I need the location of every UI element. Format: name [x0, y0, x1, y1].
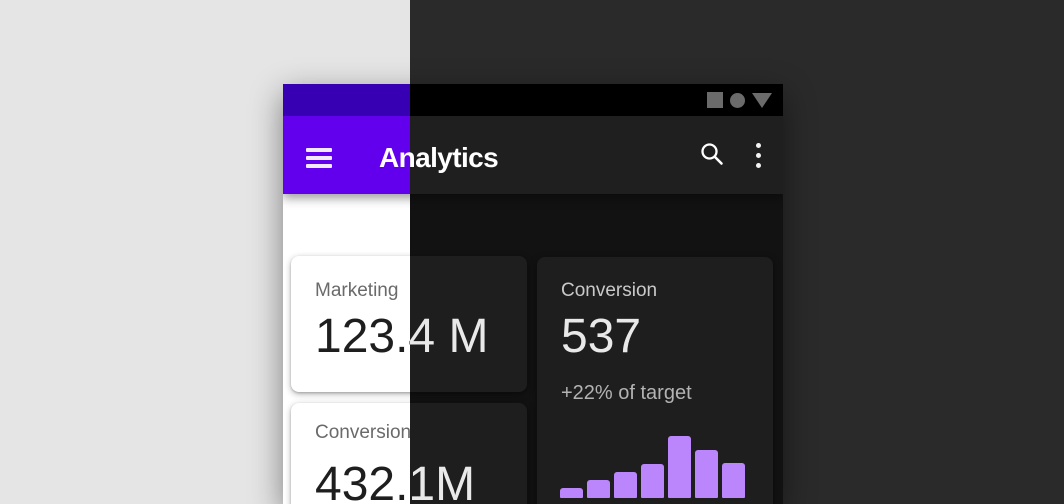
overflow-menu-icon[interactable]: [756, 142, 761, 168]
card-value: 123.4 M: [410, 312, 488, 362]
card-marketing[interactable]: Marketing 123.4 M: [291, 256, 489, 392]
card-conversion-total[interactable]: Conversion 432.1M: [410, 403, 527, 504]
card-conversion-chart[interactable]: Conversion 537 +22% of target: [537, 257, 773, 504]
app-title: Analytics: [379, 142, 410, 174]
status-bar: [410, 84, 783, 116]
card-value: 432.1M: [315, 458, 476, 504]
phone-screen: Analytics Weekly stats Marketing 123.4 M…: [379, 84, 783, 504]
card-label: Conversion: [315, 422, 412, 443]
card-value: 537: [561, 310, 642, 363]
hamburger-menu-icon[interactable]: [306, 148, 332, 168]
card-label: Conversion: [410, 421, 411, 444]
search-icon[interactable]: [698, 140, 726, 170]
card-label: Conversion: [561, 280, 658, 301]
phone-light-theme-half: Analytics Weekly stats Marketing 123.4 M…: [283, 84, 489, 504]
phone-dark-theme-half: Analytics Weekly stats Marketing 123.4 M…: [379, 84, 783, 504]
content-area: Weekly stats Marketing 123.4 M Conversio…: [410, 194, 783, 504]
status-circle-icon: [730, 92, 745, 108]
chart-bar: [641, 464, 664, 498]
chart-bar: [614, 472, 637, 498]
chart-bar: [695, 450, 718, 498]
phone-screen: Analytics Weekly stats Marketing 123.4 M…: [283, 84, 489, 504]
phone-mockup: Analytics Weekly stats Marketing 123.4 M…: [283, 84, 783, 504]
card-subtext: +22% of target: [561, 382, 692, 404]
status-bar: [283, 84, 410, 116]
card-conversion-total[interactable]: Conversion 432.1M: [291, 403, 476, 504]
content-area: Weekly stats Marketing 123.4 M Conversio…: [283, 194, 489, 504]
status-triangle-down-icon: [752, 92, 772, 108]
app-bar: Analytics: [379, 116, 783, 194]
chart-bar: [668, 436, 691, 498]
card-value: 432.1M: [410, 460, 475, 504]
conversion-bar-chart: [560, 436, 745, 498]
card-label: Marketing: [315, 280, 399, 301]
status-square-icon: [707, 92, 723, 108]
chart-bar: [587, 480, 610, 498]
chart-bar: [722, 463, 745, 498]
card-value: 123.4 M: [315, 310, 489, 363]
card-marketing[interactable]: Marketing 123.4 M: [410, 256, 527, 392]
app-title: Analytics: [379, 142, 499, 173]
chart-bar: [560, 488, 583, 498]
app-bar: Analytics: [283, 116, 410, 194]
